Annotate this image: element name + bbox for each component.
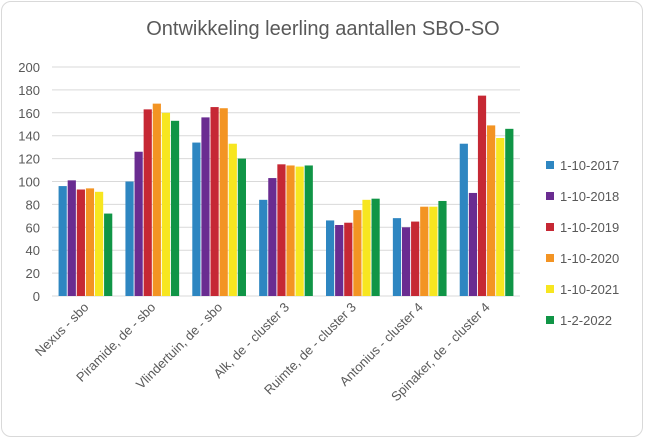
bar — [152, 103, 161, 296]
bar — [201, 117, 210, 296]
bar — [58, 186, 67, 296]
legend-swatch — [546, 316, 554, 324]
y-tick-label: 40 — [26, 243, 40, 258]
bar — [286, 165, 295, 296]
y-tick-label: 120 — [18, 152, 40, 167]
bar — [326, 220, 335, 296]
bar — [125, 181, 134, 296]
bars — [58, 95, 514, 297]
bar — [335, 225, 344, 296]
y-tick-label: 180 — [18, 83, 40, 98]
bar — [496, 137, 505, 296]
bar — [371, 198, 380, 296]
legend-label: 1-10-2018 — [560, 189, 619, 204]
bar — [268, 178, 277, 296]
bar — [161, 112, 171, 296]
y-tick-label: 160 — [18, 106, 40, 121]
y-tick-label: 20 — [26, 266, 40, 281]
legend-label: 1-10-2021 — [560, 282, 619, 297]
bar — [344, 222, 353, 296]
bar — [259, 199, 268, 296]
legend-swatch — [546, 254, 554, 262]
bar — [134, 151, 143, 296]
bar — [295, 166, 304, 296]
bar — [304, 165, 313, 296]
legend-swatch — [546, 223, 554, 231]
bar — [237, 158, 246, 296]
legend-label: 1-10-2019 — [560, 220, 619, 235]
bar — [228, 143, 237, 296]
bar — [94, 191, 104, 296]
bar — [67, 180, 76, 296]
bar — [143, 109, 152, 297]
bar — [210, 107, 219, 296]
y-tick-label: 60 — [26, 220, 40, 235]
legend-swatch — [546, 161, 554, 169]
bar — [401, 227, 411, 296]
bar — [277, 164, 286, 296]
bar — [477, 95, 487, 296]
y-tick-label: 100 — [18, 175, 40, 190]
legend-swatch — [546, 192, 554, 200]
bar — [219, 108, 228, 296]
legend-label: 1-10-2017 — [560, 158, 619, 173]
bar — [487, 125, 496, 297]
bar — [85, 188, 95, 296]
legend-label: 1-10-2020 — [560, 251, 619, 266]
bar — [362, 199, 371, 296]
x-tick-label: Nexus - sbo — [32, 300, 92, 360]
legend-label: 1-2-2022 — [560, 313, 612, 328]
y-tick-label: 80 — [26, 197, 40, 212]
bar — [438, 200, 447, 296]
bar — [392, 218, 402, 296]
bar — [420, 206, 429, 296]
y-tick-label: 0 — [33, 289, 40, 304]
legend-swatch — [546, 285, 554, 293]
legend: 1-10-2017 1-10-2018 1-10-2019 1-10-2020 1-10… — [546, 158, 619, 328]
gridlines — [52, 66, 520, 297]
bar — [170, 120, 180, 296]
bar — [505, 128, 514, 296]
bar — [353, 210, 362, 296]
bar — [468, 192, 478, 296]
y-tick-label: 140 — [18, 129, 40, 144]
y-tick-label: 200 — [18, 60, 40, 75]
bar — [411, 221, 420, 296]
chart-title: Ontwikkeling leerling aantallen SBO-SO — [146, 18, 500, 40]
bar — [76, 189, 85, 296]
bar — [429, 206, 438, 296]
y-axis-ticks: 0 20 40 60 80 100 120 140 160 180 200 — [18, 60, 40, 304]
bar — [192, 142, 201, 296]
bar — [459, 143, 468, 296]
bar — [104, 213, 113, 296]
